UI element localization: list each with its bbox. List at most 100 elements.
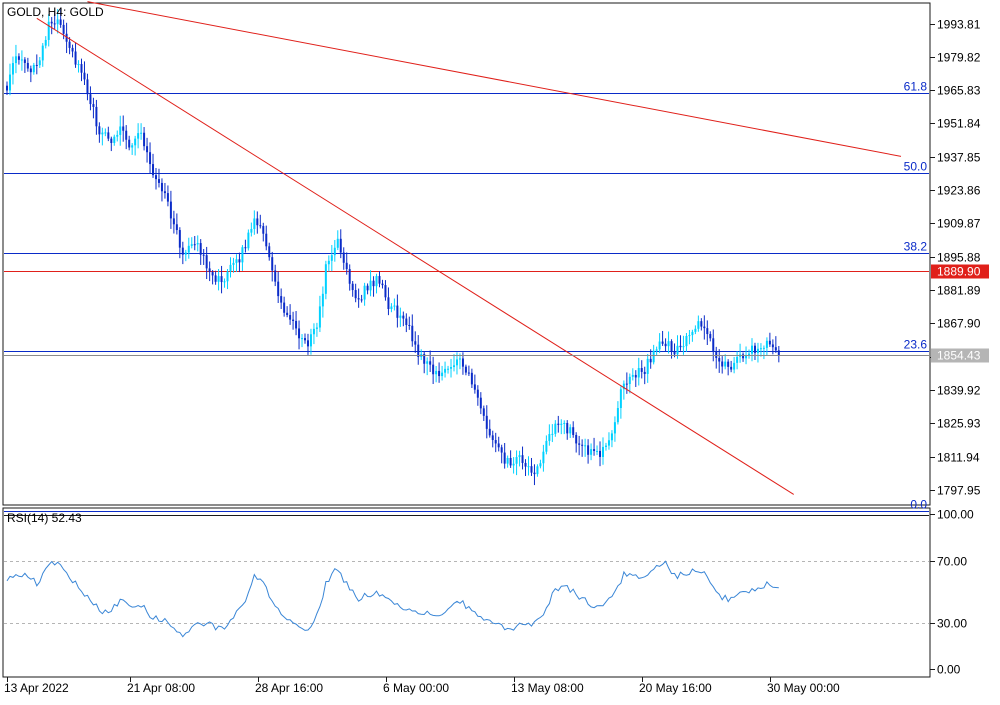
candle-body	[444, 368, 447, 373]
candle-body	[432, 364, 435, 375]
candle-body	[169, 201, 172, 219]
candle	[402, 311, 405, 327]
candle-body	[149, 152, 152, 165]
candle	[11, 56, 14, 85]
candle-body	[372, 280, 375, 287]
candle	[163, 182, 166, 199]
candle-body	[354, 290, 357, 299]
rsi-tick-label: 70.00	[937, 555, 967, 569]
price-tick-label: 1937.85	[937, 151, 981, 165]
candle-body	[438, 370, 441, 377]
candle-body	[742, 354, 745, 359]
candle-body	[47, 21, 50, 40]
candle	[232, 257, 235, 273]
candle-body	[339, 238, 342, 253]
candle-body	[384, 285, 387, 298]
candle	[709, 331, 712, 342]
candle-body	[220, 276, 223, 283]
candle-body	[539, 463, 542, 467]
candle	[268, 242, 271, 261]
candle-body	[172, 218, 175, 225]
candle-body	[38, 60, 41, 66]
candle	[700, 318, 703, 331]
candle-body	[455, 359, 458, 366]
candle-body	[253, 218, 256, 229]
candle-body	[390, 306, 393, 309]
candle	[658, 333, 661, 354]
candle-body	[700, 321, 703, 327]
candle-body	[673, 351, 676, 355]
candle	[718, 349, 721, 373]
candle	[444, 361, 447, 378]
candle	[65, 22, 68, 54]
candle-body	[542, 451, 545, 464]
candle-body	[688, 335, 691, 337]
candle-body	[229, 264, 232, 272]
candle	[262, 222, 265, 242]
candle-body	[304, 338, 306, 341]
candle	[667, 331, 670, 354]
candle	[509, 450, 512, 468]
candle	[697, 315, 700, 332]
candle-body	[593, 449, 596, 451]
candle	[378, 271, 381, 288]
candle-body	[721, 361, 724, 367]
candle	[125, 125, 128, 150]
candle-body	[131, 145, 134, 148]
candle-body	[503, 452, 506, 464]
candle	[610, 430, 613, 448]
current-label-text: 1854.43	[937, 349, 981, 363]
candle-body	[324, 264, 327, 294]
candle	[357, 288, 360, 308]
candle-body	[143, 132, 146, 147]
candle-body	[122, 126, 125, 131]
time-tick-label: 13 May 08:00	[511, 681, 584, 695]
candle-body	[265, 233, 268, 247]
candle-body	[238, 259, 241, 263]
price-tick-label: 1881.89	[937, 284, 981, 298]
candle	[190, 237, 193, 249]
resistance-label-box	[931, 264, 989, 279]
candle-body	[363, 285, 366, 300]
candle	[35, 54, 38, 75]
candle	[160, 178, 163, 202]
candle	[363, 282, 366, 306]
rsi-series	[6, 560, 779, 638]
candle-body	[557, 423, 560, 425]
candle	[488, 419, 491, 438]
candle	[360, 294, 363, 303]
candle-body	[748, 353, 751, 356]
candle	[438, 362, 441, 383]
candle-body	[506, 457, 509, 464]
candle-body	[745, 355, 748, 359]
candle	[527, 456, 530, 476]
fib-label-38-2: 38.2	[904, 240, 928, 254]
candle	[149, 142, 152, 174]
candle	[32, 62, 35, 75]
candle-body	[152, 164, 155, 176]
candle-body	[387, 297, 390, 309]
candle	[596, 445, 599, 456]
candle-body	[14, 56, 17, 64]
candle-body	[599, 450, 602, 457]
price-tick-label: 1811.94	[937, 451, 980, 465]
candle	[414, 331, 417, 353]
candle	[593, 437, 596, 456]
candle	[417, 335, 420, 365]
candle-body	[548, 434, 551, 441]
candle	[742, 352, 745, 362]
candle-body	[768, 340, 771, 345]
rsi-tick-label: 100.00	[937, 508, 974, 522]
candle-body	[563, 422, 566, 424]
candle-body	[604, 445, 607, 447]
candle-body	[676, 345, 679, 355]
candle	[342, 247, 345, 270]
candle-body	[41, 45, 44, 61]
candle	[143, 127, 146, 151]
candle	[41, 43, 44, 67]
candle-body	[232, 262, 235, 265]
candle-body	[56, 19, 59, 25]
candle-body	[166, 193, 169, 202]
candle-body	[77, 64, 80, 66]
